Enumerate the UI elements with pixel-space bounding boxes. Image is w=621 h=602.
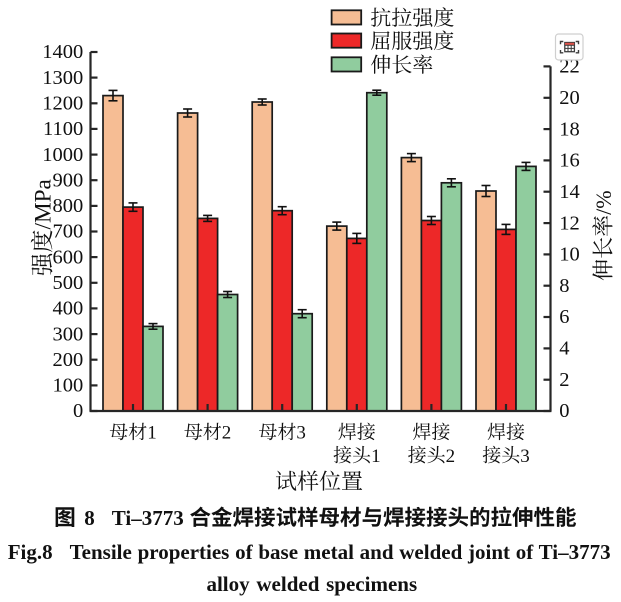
svg-text:900: 900 [53, 169, 84, 191]
svg-text:10: 10 [559, 244, 580, 266]
svg-text:20: 20 [559, 87, 580, 109]
svg-text:12: 12 [559, 212, 580, 234]
svg-text:800: 800 [53, 195, 84, 217]
svg-text:1400: 1400 [42, 41, 83, 63]
svg-text:1100: 1100 [43, 118, 83, 140]
svg-text:Ti–3773: Ti–3773 [112, 506, 184, 530]
svg-text:8: 8 [559, 275, 569, 297]
svg-text:14: 14 [559, 181, 580, 203]
svg-text:600: 600 [53, 246, 84, 268]
svg-text:4: 4 [559, 338, 569, 360]
svg-text:0: 0 [559, 400, 569, 422]
svg-text:8: 8 [84, 506, 95, 530]
svg-text:400: 400 [53, 298, 84, 320]
svg-text:22: 22 [559, 56, 580, 78]
svg-text:100: 100 [53, 375, 84, 397]
svg-text:2: 2 [222, 423, 232, 444]
svg-text:3: 3 [296, 423, 306, 444]
svg-text:1000: 1000 [42, 144, 83, 166]
svg-text:1: 1 [147, 423, 157, 444]
svg-text:3: 3 [520, 446, 530, 467]
svg-text:1200: 1200 [42, 93, 83, 115]
svg-text:Tensile properties of base met: Tensile properties of base metal and wel… [70, 540, 611, 564]
svg-text:Fig.8: Fig.8 [8, 540, 53, 564]
svg-text:200: 200 [53, 349, 84, 371]
svg-text:300: 300 [53, 323, 84, 345]
svg-text:/%: /% [591, 190, 616, 214]
svg-text:/MPa: /MPa [31, 179, 57, 229]
svg-text:16: 16 [559, 150, 580, 172]
svg-text:alloy welded specimens: alloy welded specimens [206, 572, 417, 596]
svg-text:6: 6 [559, 306, 569, 328]
svg-text:1: 1 [371, 446, 381, 467]
svg-text:2: 2 [559, 369, 569, 391]
svg-text:18: 18 [559, 118, 580, 140]
svg-text:0: 0 [73, 400, 83, 422]
svg-text:700: 700 [53, 221, 84, 243]
svg-text:500: 500 [53, 272, 84, 294]
svg-text:1300: 1300 [42, 67, 83, 89]
svg-text:2: 2 [446, 446, 456, 467]
